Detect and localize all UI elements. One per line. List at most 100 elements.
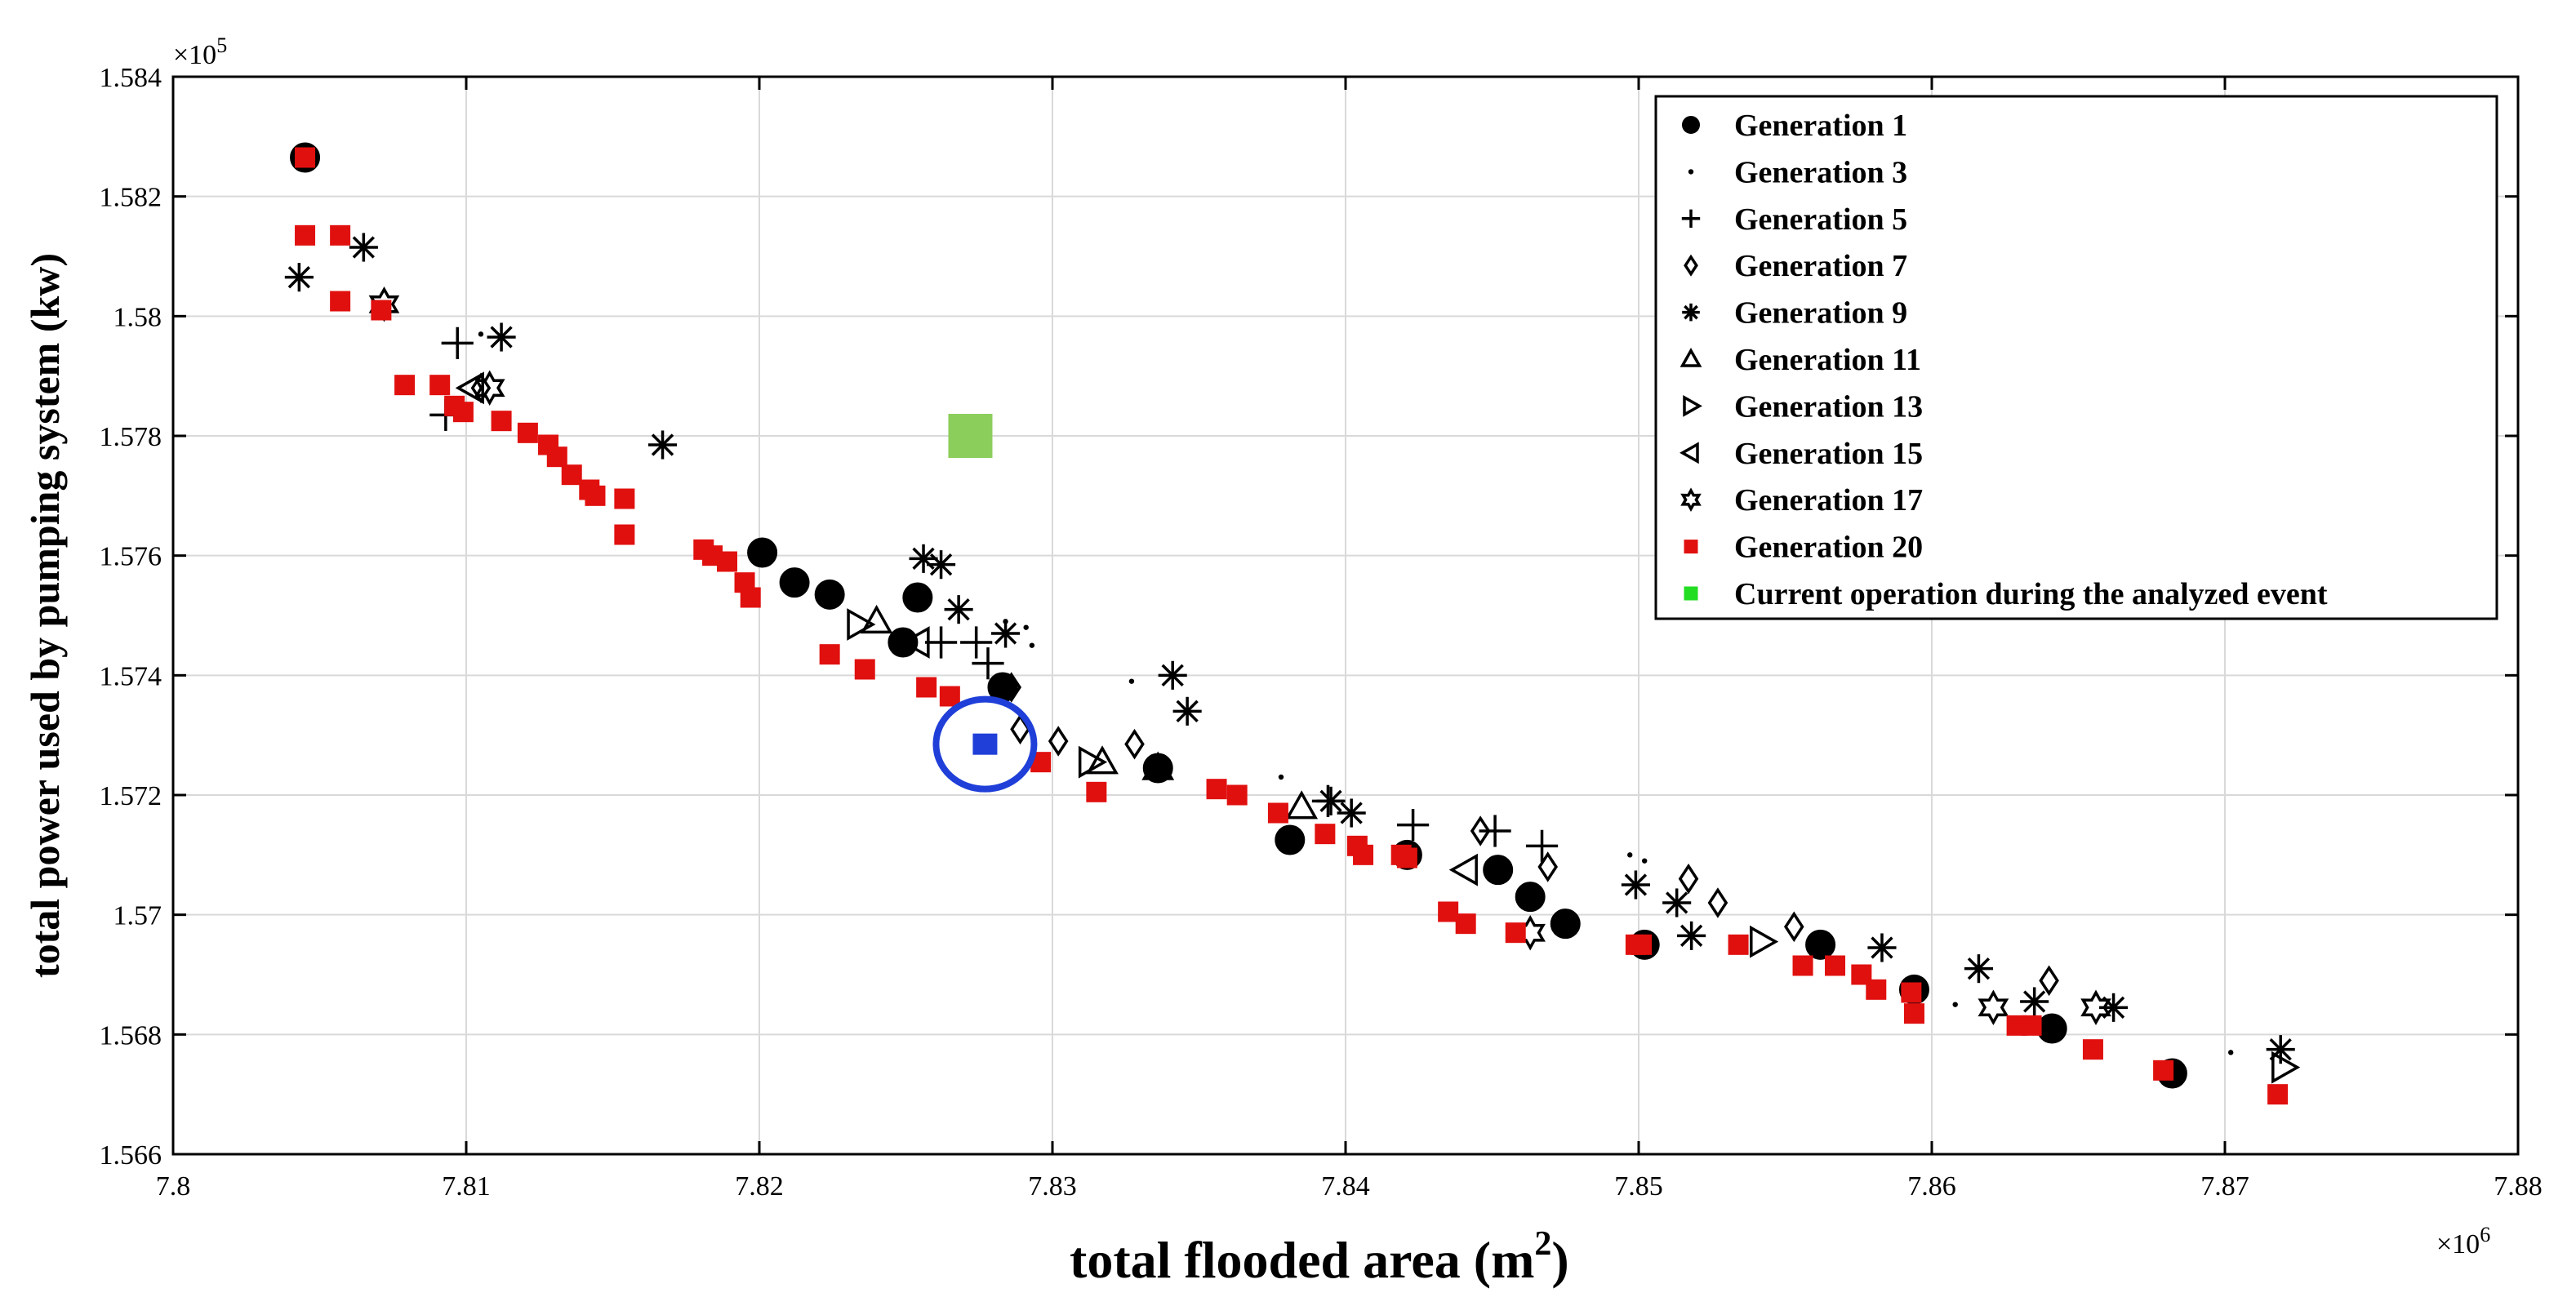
data-point-plus: [1479, 815, 1511, 847]
y-tick-label: 1.576: [100, 542, 162, 572]
data-point-circle: [1515, 882, 1546, 913]
data-point-triangle-left: [901, 626, 930, 659]
x-tick-label: 7.81: [442, 1171, 491, 1202]
data-point-square: [1728, 934, 1749, 955]
legend-label: Generation 7: [1734, 249, 1907, 283]
data-point-square: [614, 524, 635, 545]
data-point-triangle-left: [1448, 853, 1478, 886]
x-tick-label: 7.88: [2494, 1171, 2543, 1202]
data-point-square: [585, 485, 606, 506]
highlight-layer: [932, 695, 1038, 793]
legend-items: Generation 1 Generation 3 Generation 5 Gene…: [1680, 109, 2328, 611]
data-point-circle: [814, 579, 845, 610]
data-point-square: [452, 402, 474, 423]
data-point-dot: [1278, 774, 1284, 780]
data-point-square: [854, 659, 875, 680]
x-exponent-label: ×106: [2436, 1223, 2490, 1259]
data-point-square: [2267, 1084, 2289, 1105]
y-tick-label: 1.57: [113, 901, 162, 931]
data-point-asterisk: [349, 233, 378, 262]
data-point-diamond: [1537, 851, 1559, 882]
data-point-dot: [1023, 624, 1029, 630]
y-tick-label: 1.584: [100, 63, 162, 93]
x-axis-label-superscript: 2: [1534, 1225, 1551, 1263]
x-exponent-power: 6: [2480, 1223, 2490, 1246]
series-7: [847, 608, 2301, 1084]
data-point-square: [330, 224, 351, 246]
legend-label: Generation 3: [1734, 155, 1907, 189]
data-point-square: [1086, 781, 1107, 802]
legend-item: Generation 5: [1681, 202, 1907, 237]
y-tick-labels: 1.566 1.568 1.57 1.572 1.574 1.576 1.578 1.58 1.…: [100, 63, 162, 1171]
data-point-triangle-up: [860, 604, 893, 634]
series-2: [478, 331, 2234, 1055]
data-point-square: [1903, 1003, 1924, 1024]
data-point-triangle-up: [1285, 790, 1319, 820]
data-point-asterisk: [1662, 888, 1692, 917]
x-axis-label-main: total flooded area (m: [1070, 1231, 1534, 1289]
data-point-circle: [2036, 1013, 2067, 1044]
data-point-asterisk: [1337, 798, 1366, 828]
legend-box: [1654, 95, 2498, 620]
legend-label: Current operation during the analyzed ev…: [1734, 577, 2328, 611]
legend-marker-triangle-left: [1680, 442, 1699, 464]
legend: Generation 1 Generation 3 Generation 5 Gene…: [1654, 95, 2498, 620]
data-point-asterisk: [1316, 786, 1346, 815]
data-point-square: [330, 291, 351, 312]
legend-item: Generation 13: [1683, 389, 1923, 424]
data-point-circle: [1805, 929, 1836, 960]
data-point-asterisk: [1158, 660, 1187, 690]
y-tick-label: 1.58: [113, 302, 162, 332]
data-point-plus: [972, 647, 1004, 680]
data-point-asterisk: [991, 619, 1021, 648]
series-6: [860, 604, 1319, 820]
legend-item: Generation 7: [1684, 249, 1907, 283]
data-point-triangle-right: [1750, 925, 1779, 958]
legend-item: Generation 1: [1682, 109, 1907, 143]
data-point-plus: [1525, 829, 1559, 862]
x-tick-label: 7.8: [156, 1171, 191, 1202]
data-point-square: [740, 587, 761, 608]
data-point-triangle-up: [1086, 745, 1119, 775]
legend-label: Generation 15: [1734, 437, 1923, 471]
data-point-circle: [1550, 909, 1581, 940]
data-point-asterisk: [1964, 954, 1993, 984]
data-points: [284, 142, 2301, 1105]
data-point-square: [819, 644, 840, 665]
data-point-asterisk: [927, 550, 956, 580]
data-point-diamond: [1783, 911, 1804, 943]
data-point-square: [517, 422, 538, 443]
y-tick-label: 1.572: [100, 781, 162, 811]
data-point-square: [916, 677, 937, 698]
y-axis-label: total power used by pumping system (kw): [22, 253, 68, 978]
data-point-square: [1825, 955, 1846, 976]
series-3: [429, 327, 1559, 862]
legend-marker-triangle-up: [1680, 348, 1702, 367]
y-tick-label: 1.578: [100, 422, 162, 452]
data-point-hexagram: [1978, 989, 2009, 1026]
legend-marker-circle: [1682, 116, 1700, 134]
data-point-dot: [1029, 642, 1035, 648]
data-point-circle: [902, 582, 933, 613]
legend-item: Generation 15: [1680, 437, 1923, 471]
legend-marker-square: [1684, 540, 1698, 554]
x-tick-labels: 7.8 7.81 7.82 7.83 7.84 7.85 7.86 7.87 7.88: [156, 1171, 2543, 1202]
data-point-asterisk: [647, 430, 678, 460]
legend-label: Generation 9: [1734, 296, 1907, 331]
data-point-dot: [1128, 678, 1135, 684]
legend-label: Generation 1: [1734, 109, 1907, 143]
legend-item: Generation 9: [1682, 296, 1907, 331]
legend-marker-asterisk: [1682, 303, 1700, 322]
data-point-big-square: [948, 414, 993, 458]
data-point-asterisk: [284, 263, 314, 292]
legend-label: Generation 13: [1734, 389, 1923, 424]
data-point-circle: [1275, 824, 1306, 855]
data-point-square: [561, 464, 582, 486]
data-point-square: [1353, 844, 1374, 865]
data-point-circle: [747, 537, 778, 568]
data-point-triangle-right: [1078, 745, 1108, 779]
selected-solution-highlight-ellipse: [932, 695, 1038, 793]
legend-marker-diamond: [1684, 254, 1698, 277]
data-point-diamond: [1124, 728, 1145, 760]
legend-label: Generation 20: [1734, 531, 1923, 565]
